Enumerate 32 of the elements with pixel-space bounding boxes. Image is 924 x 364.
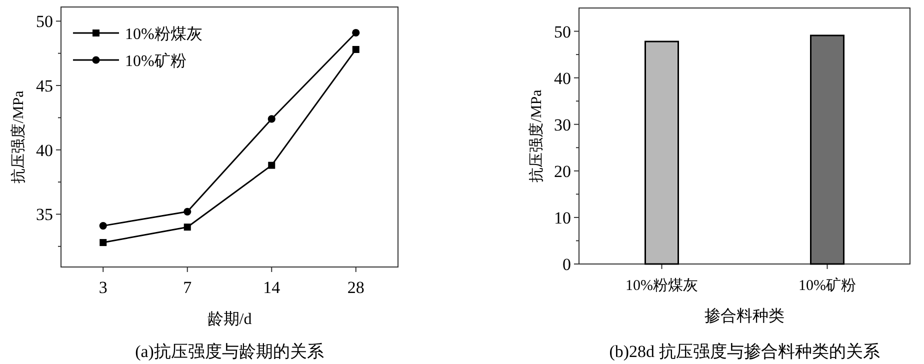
y-tick-label: 40 [36, 140, 53, 160]
x-axis-title: 龄期/d [207, 310, 252, 328]
point [352, 46, 360, 53]
point [352, 28, 360, 37]
y-axis-title: 抗压强度/MPa [10, 90, 27, 184]
y-tick-label: 45 [36, 76, 53, 96]
y-tick-label: 50 [36, 12, 53, 32]
y-tick-label: 40 [554, 68, 571, 88]
legend-label: 10%矿粉 [125, 52, 186, 70]
y-tick-label: 20 [554, 162, 571, 181]
point [184, 208, 192, 216]
x-tick-label: 28 [347, 278, 364, 297]
point [100, 239, 107, 246]
text: (b)28d 抗压强度与掺合料种类的关系 [609, 342, 880, 361]
y-tick-label: 0 [562, 255, 571, 274]
x-axis-title: 掺合料种类 [704, 307, 784, 325]
point [268, 162, 276, 169]
y-tick-label: 50 [554, 22, 571, 42]
x-tick-label: 3 [98, 278, 108, 297]
x-tick-label: 10%粉煤灰 [626, 277, 698, 294]
x-tick-label: 7 [183, 278, 192, 297]
y-tick-label: 30 [554, 115, 571, 134]
point [184, 224, 191, 231]
x-tick-label: 10%矿粉 [798, 277, 856, 294]
y-tick-label: 10 [554, 208, 571, 228]
y-axis-title: 抗压强度/MPa [528, 89, 545, 182]
y-tick-label: 35 [36, 205, 53, 224]
text: (a)抗压强度与龄期的关系 [135, 342, 324, 361]
legend-label: 10%粉煤灰 [125, 26, 202, 43]
x-tick-label: 14 [263, 278, 281, 297]
point [268, 115, 276, 123]
point [99, 222, 107, 230]
